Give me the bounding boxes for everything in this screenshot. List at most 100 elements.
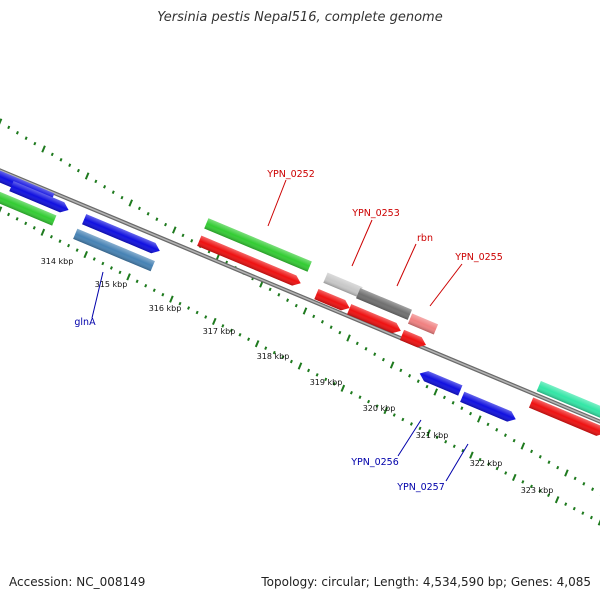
outer-ring-tick	[277, 293, 281, 297]
feature-teal-right-shade	[536, 381, 600, 419]
inner-ring-tick	[349, 390, 353, 395]
feature-red-right	[528, 397, 600, 436]
inner-ring-tick	[554, 496, 560, 504]
inner-ring-tick	[58, 239, 62, 243]
inner-ring-tick	[7, 212, 11, 217]
feature-blue-YPN_0257	[460, 391, 516, 422]
scale-label: 317 kbp	[203, 327, 236, 336]
feature-blue-YPN_0256	[419, 371, 463, 396]
scale-label: 318 kbp	[257, 352, 290, 361]
label-line-2	[396, 243, 417, 287]
outer-tick-ring	[0, 118, 600, 497]
outer-ring-tick	[68, 163, 72, 167]
feature-green-YPN_0252	[204, 218, 312, 272]
gene-label-3: YPN_0255	[454, 252, 503, 263]
outer-ring-tick	[320, 320, 324, 324]
inner-ring-tick	[589, 515, 593, 520]
feature-blue-left-2-shade	[9, 180, 69, 213]
scale-label: 322 kbp	[470, 459, 503, 468]
outer-ring-tick	[329, 325, 333, 329]
feature-red-YPN_0253-shade	[347, 304, 401, 334]
feature-red-small-1	[314, 288, 350, 311]
inner-ring-tick	[161, 292, 165, 297]
inner-ring-tick	[297, 362, 303, 370]
outer-ring-tick	[120, 195, 124, 200]
feature-darkgray-rbn-shade	[356, 288, 412, 320]
inner-ring-tick	[572, 506, 576, 511]
inner-ring-tick	[169, 295, 174, 303]
outer-ring-tick	[15, 131, 19, 135]
outer-ring-tick	[41, 145, 46, 153]
inner-ring-tick	[504, 471, 508, 475]
outer-ring-tick	[564, 469, 569, 477]
outer-ring-tick	[451, 401, 455, 405]
gene-label-4: glnA	[74, 317, 96, 328]
outer-ring-tick	[164, 222, 168, 227]
outer-ring-tick	[433, 388, 438, 396]
scale-label: 320 kbp	[363, 404, 396, 413]
feature-blue-YPN_0256-shade	[419, 371, 463, 396]
inner-ring-tick	[24, 221, 28, 226]
outer-ring-tick	[0, 118, 3, 126]
gene-label-1: YPN_0253	[351, 208, 400, 219]
inner-ring-tick	[392, 413, 396, 417]
inner-ring-tick	[401, 417, 405, 422]
inner-ring-tick	[512, 473, 517, 482]
inner-ring-tick	[109, 266, 113, 270]
map-title: Yersinia pestis Nepal516, complete genom…	[157, 10, 443, 25]
inner-ring-tick	[49, 234, 53, 239]
inner-ring-tick	[126, 273, 131, 281]
inner-ring-tick	[383, 406, 388, 415]
inner-ring-tick	[221, 324, 225, 328]
inner-ring-tick	[229, 328, 233, 333]
scale-label: 315 kbp	[95, 280, 128, 289]
genome-backbone-highlight	[0, 169, 600, 423]
feature-blue-glnA-upper-shade	[82, 214, 160, 254]
inner-ring-tick	[178, 301, 182, 306]
label-line-3	[429, 263, 463, 307]
inner-ring-tick	[307, 368, 311, 373]
gene-label-5: YPN_0256	[350, 457, 399, 468]
outer-ring-tick	[312, 314, 316, 319]
outer-ring-tick	[389, 361, 395, 369]
inner-ring-tick	[187, 306, 191, 310]
feature-darkgray-rbn	[356, 288, 412, 320]
feature-lightgray	[323, 272, 363, 298]
label-line-6	[445, 443, 469, 482]
feature-blue-glnA-upper	[82, 214, 160, 254]
inner-ring-tick	[212, 317, 217, 326]
outer-ring-tick	[538, 455, 542, 459]
outer-ring-tick	[373, 352, 377, 356]
outer-ring-tick	[76, 168, 80, 173]
scale-label: 321 kbp	[416, 431, 449, 440]
outer-ring-tick	[155, 217, 159, 221]
inner-ring-tick	[83, 250, 88, 259]
inner-ring-tick	[564, 502, 568, 506]
outer-ring-tick	[495, 428, 499, 432]
outer-ring-tick	[268, 287, 272, 292]
outer-ring-tick	[573, 476, 577, 481]
outer-ring-tick	[512, 438, 516, 443]
accession-text: Accession: NC_008149	[9, 575, 146, 589]
outer-ring-tick	[486, 422, 490, 427]
outer-ring-tick	[302, 307, 308, 315]
inner-ring-tick	[101, 261, 105, 266]
label-line-1	[351, 219, 373, 267]
feature-green-left-shade	[0, 188, 57, 226]
feature-blue-YPN_0257-shade	[460, 391, 516, 422]
label-line-5	[397, 419, 422, 457]
outer-ring-tick	[128, 199, 133, 207]
inner-ring-tick	[0, 206, 3, 214]
feature-pink-YPN_0255	[407, 313, 439, 335]
inner-ring-tick	[495, 466, 499, 471]
scale-label: 323 kbp	[521, 486, 554, 495]
inner-ring-tick	[487, 462, 491, 466]
scale-labels: 314 kbp 315 kbp 316 kbp 317 kbp 318 kbp 319 k…	[41, 257, 554, 495]
inner-ring-tick	[238, 333, 242, 337]
inner-ring-tick	[597, 518, 600, 526]
inner-ring-tick	[118, 270, 122, 275]
feature-red-YPN_0252-shade	[197, 235, 301, 286]
feature-red-right-shade	[528, 397, 600, 436]
